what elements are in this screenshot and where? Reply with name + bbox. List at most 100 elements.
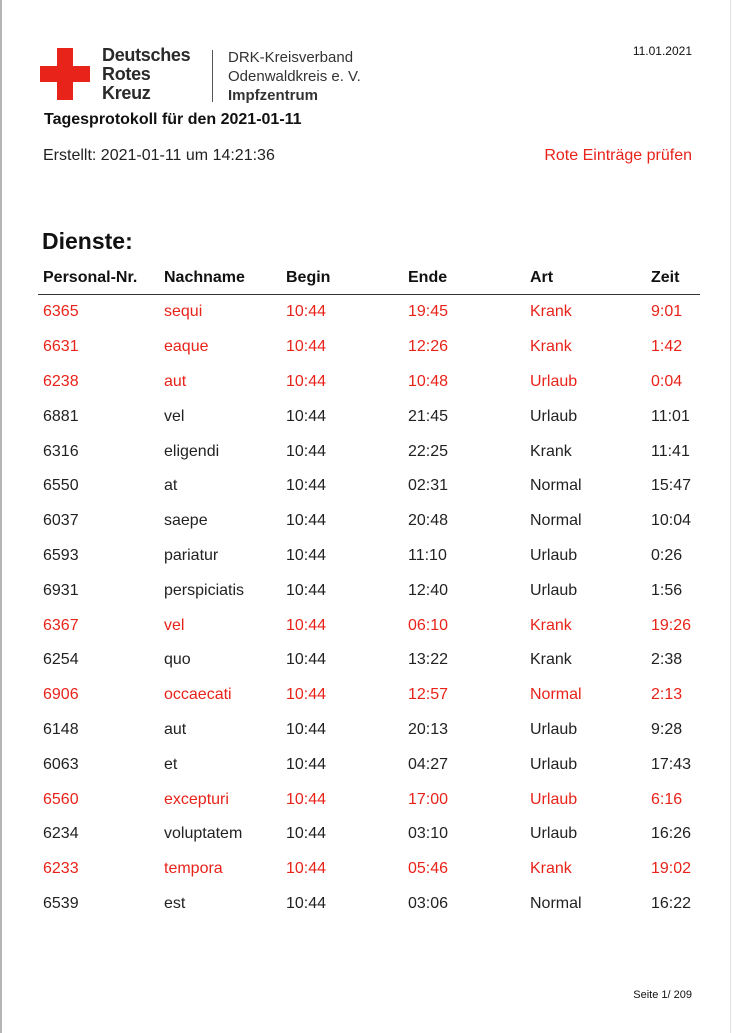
duration-cell: 16:22 [651, 894, 692, 912]
logo-name-line: Deutsches [102, 45, 191, 65]
duration-cell: 16:26 [651, 825, 692, 843]
personnel-number-cell: 6063 [43, 755, 79, 773]
duration-cell: 1:56 [651, 581, 683, 599]
personnel-number-cell: 6881 [43, 407, 79, 425]
end-time-cell: 05:46 [408, 860, 449, 878]
duty-type-cell: Krank [530, 338, 572, 356]
duty-type-cell: Krank [530, 303, 572, 321]
duty-type-cell: Normal [530, 686, 582, 704]
end-time-cell: 02:31 [408, 477, 449, 495]
personnel-number-cell: 6254 [43, 651, 79, 669]
table-row: 6931 perspiciatis 10:44 12:40 Urlaub 1:56 [38, 573, 700, 608]
org-line: Odenwaldkreis e. V. [228, 68, 361, 85]
personnel-number-cell: 6931 [43, 581, 79, 599]
duration-cell: 9:01 [651, 303, 683, 321]
duty-type-cell: Urlaub [530, 546, 578, 564]
table-row: 6233 tempora 10:44 05:46 Krank 19:02 [38, 852, 700, 887]
duration-cell: 2:13 [651, 686, 683, 704]
end-time-cell: 12:26 [408, 338, 449, 356]
last-name-cell: saepe [164, 512, 208, 530]
duration-cell: 11:01 [651, 407, 690, 425]
duration-cell: 10:04 [651, 512, 692, 530]
end-time-cell: 06:10 [408, 616, 449, 634]
duties-table: Personal-Nr. Nachname Begin Ende Art Zei… [38, 262, 700, 921]
personnel-number-cell: 6148 [43, 720, 79, 738]
last-name-cell: est [164, 894, 186, 912]
column-header: Begin [281, 262, 403, 295]
personnel-number-cell: 6560 [43, 790, 79, 808]
begin-time-cell: 10:44 [286, 512, 327, 530]
end-time-cell: 20:13 [408, 720, 449, 738]
last-name-cell: vel [164, 407, 185, 425]
personnel-number-cell: 6316 [43, 442, 79, 460]
end-time-cell: 19:45 [408, 303, 449, 321]
personnel-number-cell: 6906 [43, 686, 79, 704]
begin-time-cell: 10:44 [286, 581, 327, 599]
last-name-cell: voluptatem [164, 825, 243, 843]
duty-type-cell: Krank [530, 616, 572, 634]
duration-cell: 2:38 [651, 651, 683, 669]
last-name-cell: quo [164, 651, 191, 669]
logo-organization: DRK-Kreisverband Odenwaldkreis e. V. Imp… [228, 48, 361, 105]
last-name-cell: vel [164, 616, 185, 634]
table-row: 6539 est 10:44 03:06 Normal 16:22 [38, 887, 700, 922]
duty-type-cell: Krank [530, 651, 572, 669]
last-name-cell: occaecati [164, 686, 232, 704]
duty-type-cell: Urlaub [530, 581, 578, 599]
check-red-entries-notice: Rote Einträge prüfen [544, 147, 692, 164]
duration-cell: 11:41 [651, 442, 690, 460]
document-title: Tagesprotokoll für den 2021-01-11 [44, 111, 302, 128]
personnel-number-cell: 6550 [43, 477, 79, 495]
duration-cell: 15:47 [651, 477, 692, 495]
begin-time-cell: 10:44 [286, 720, 327, 738]
begin-time-cell: 10:44 [286, 303, 327, 321]
end-time-cell: 21:45 [408, 407, 449, 425]
duty-type-cell: Urlaub [530, 407, 578, 425]
end-time-cell: 12:40 [408, 581, 449, 599]
begin-time-cell: 10:44 [286, 790, 327, 808]
duty-type-cell: Urlaub [530, 720, 578, 738]
section-title: Dienste: [42, 228, 133, 254]
table-row: 6234 voluptatem 10:44 03:10 Urlaub 16:26 [38, 817, 700, 852]
last-name-cell: at [164, 477, 178, 495]
table-row: 6316 eligendi 10:44 22:25 Krank 11:41 [38, 434, 700, 469]
last-name-cell: et [164, 755, 178, 773]
end-time-cell: 11:10 [408, 546, 447, 564]
begin-time-cell: 10:44 [286, 616, 327, 634]
logo-name-line: Rotes [102, 64, 151, 84]
begin-time-cell: 10:44 [286, 825, 327, 843]
created-timestamp: Erstellt: 2021-01-11 um 14:21:36 [43, 147, 275, 164]
duration-cell: 17:43 [651, 755, 692, 773]
duty-type-cell: Normal [530, 512, 582, 530]
last-name-cell: aut [164, 372, 187, 390]
personnel-number-cell: 6234 [43, 825, 79, 843]
end-time-cell: 22:25 [408, 442, 449, 460]
duty-type-cell: Urlaub [530, 372, 578, 390]
personnel-number-cell: 6233 [43, 860, 79, 878]
column-header: Ende [403, 262, 525, 295]
last-name-cell: perspiciatis [164, 581, 245, 599]
table-header-row: Personal-Nr. Nachname Begin Ende Art Zei… [38, 262, 700, 295]
table-row: 6593 pariatur 10:44 11:10 Urlaub 0:26 [38, 539, 700, 574]
personnel-number-cell: 6238 [43, 372, 79, 390]
table-row: 6148 aut 10:44 20:13 Urlaub 9:28 [38, 713, 700, 748]
last-name-cell: excepturi [164, 790, 229, 808]
begin-time-cell: 10:44 [286, 546, 327, 564]
personnel-number-cell: 6631 [43, 338, 79, 356]
org-line: DRK-Kreisverband [228, 49, 354, 66]
end-time-cell: 20:48 [408, 512, 449, 530]
logo-name-line: Kreuz [102, 83, 151, 103]
begin-time-cell: 10:44 [286, 477, 327, 495]
begin-time-cell: 10:44 [286, 755, 327, 773]
personnel-number-cell: 6037 [43, 512, 79, 530]
begin-time-cell: 10:44 [286, 407, 327, 425]
begin-time-cell: 10:44 [286, 372, 327, 390]
last-name-cell: tempora [164, 860, 223, 878]
personnel-number-cell: 6365 [43, 303, 79, 321]
column-header: Nachname [159, 262, 281, 295]
table-row: 6367 vel 10:44 06:10 Krank 19:26 [38, 608, 700, 643]
table-row: 6238 aut 10:44 10:48 Urlaub 0:04 [38, 365, 700, 400]
end-time-cell: 17:00 [408, 790, 449, 808]
begin-time-cell: 10:44 [286, 338, 327, 356]
